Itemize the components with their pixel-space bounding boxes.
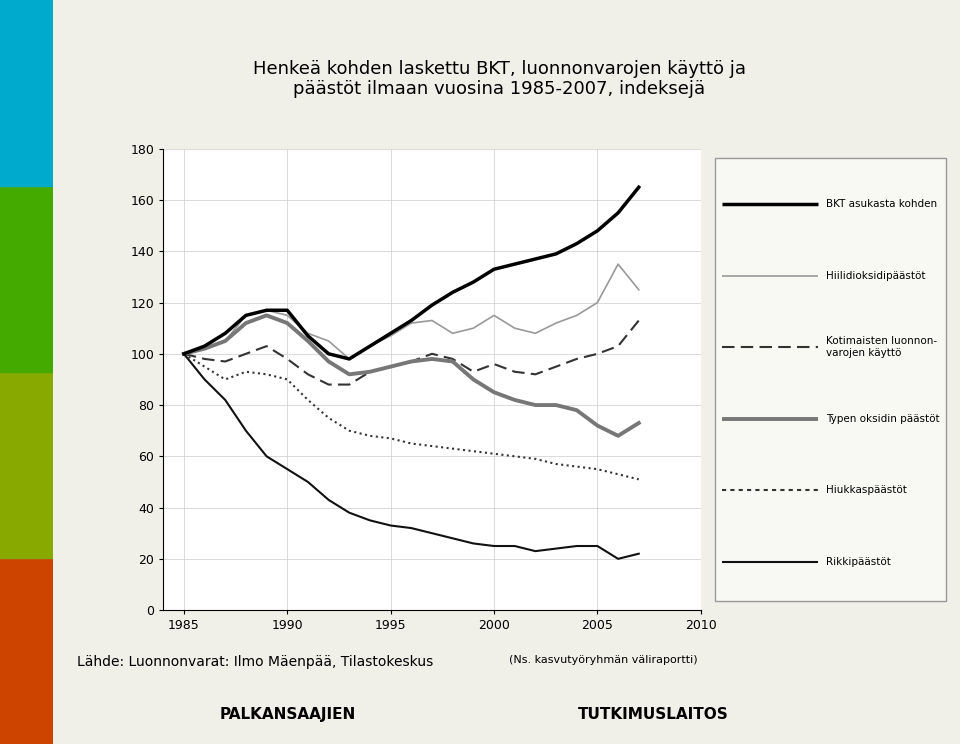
Text: Lähde: Luonnonvarat: Ilmo Mäenpää, Tilastokeskus: Lähde: Luonnonvarat: Ilmo Mäenpää, Tilas… [77, 655, 433, 669]
Text: Henkeä kohden laskettu BKT, luonnonvarojen käyttö ja
päästöt ilmaan vuosina 1985: Henkeä kohden laskettu BKT, luonnonvaroj… [252, 60, 746, 98]
Text: Rikkipäästöt: Rikkipäästöt [826, 557, 891, 567]
Bar [0, 186, 53, 372]
FancyBboxPatch shape [715, 158, 946, 601]
Text: Hiilidioksidipäästöt: Hiilidioksidipäästöt [826, 271, 925, 280]
Text: Kotimaisten luonnon-
varojen käyttö: Kotimaisten luonnon- varojen käyttö [826, 336, 937, 358]
Text: (Ns. kasvutyöryhmän väliraportti): (Ns. kasvutyöryhmän väliraportti) [509, 655, 697, 664]
Bar [0, 372, 53, 558]
Text: BKT asukasta kohden: BKT asukasta kohden [826, 199, 937, 209]
Text: Hiukkaspäästöt: Hiukkaspäästöt [826, 485, 906, 496]
Text: PALKANSAAJIEN: PALKANSAAJIEN [220, 707, 356, 722]
Text: TUTKIMUSLAITOS: TUTKIMUSLAITOS [577, 707, 729, 722]
Bar [0, 558, 53, 744]
Bar [0, 0, 53, 186]
Text: Typen oksidin päästöt: Typen oksidin päästöt [826, 414, 939, 423]
